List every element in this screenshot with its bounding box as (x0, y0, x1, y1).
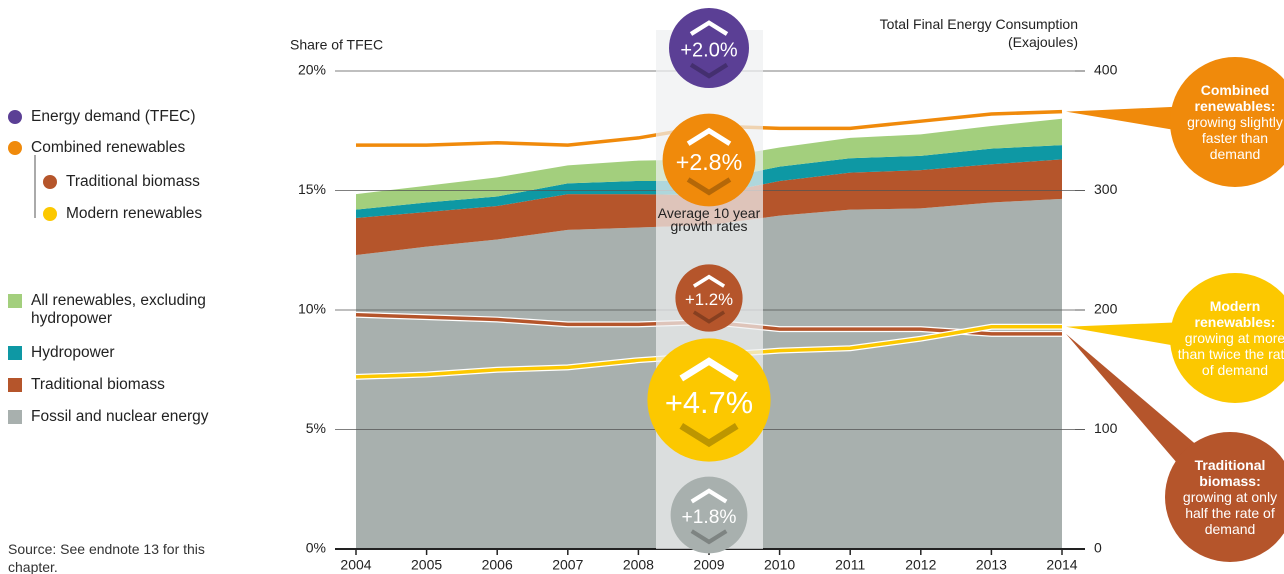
y2-tick-label: 300 (1094, 181, 1118, 197)
legend-swatch (8, 141, 22, 155)
legend-item: Hydropower (8, 344, 238, 362)
annotation-title: Traditional biomass: (1194, 457, 1266, 489)
legend-item: Traditional biomass (8, 376, 238, 394)
annotation: Combined renewables: growing slightly fas… (1170, 57, 1284, 187)
up-chevron (690, 488, 728, 504)
x-tick-label: 2006 (482, 557, 513, 573)
x-tick-label: 2009 (693, 557, 724, 573)
x-tick-label: 2011 (835, 557, 865, 573)
x-tick-label: 2013 (976, 557, 1007, 573)
legend-item: Traditional biomass (43, 173, 200, 191)
y-tick-label: 10% (298, 301, 326, 317)
growth-bubble (669, 8, 749, 88)
legend-item: Combined renewables (8, 139, 185, 157)
y-tick-label: 15% (298, 181, 326, 197)
annotation-text: growing at only half the rate of demand (1182, 489, 1278, 537)
annotation-title: Combined renewables: (1194, 82, 1276, 114)
y2-tick-label: 0 (1094, 540, 1102, 556)
growth-bubble (647, 338, 771, 462)
down-chevron (692, 310, 726, 324)
up-chevron (679, 357, 739, 382)
legend-swatch (43, 175, 57, 189)
growth-label: +1.8% (682, 507, 737, 528)
down-chevron (679, 422, 739, 448)
x-tick-label: 2010 (764, 557, 795, 573)
legend-label: Combined renewables (31, 139, 186, 156)
legend-item: Energy demand (TFEC) (8, 108, 196, 126)
annotation-text: growing at more than twice the rate of d… (1177, 330, 1284, 378)
legend-item: Fossil and nuclear energy (8, 408, 238, 426)
legend-label: Hydropower (31, 344, 115, 361)
down-chevron (686, 177, 732, 196)
legend-label: Fossil and nuclear energy (31, 408, 209, 425)
growth-label: +2.8% (676, 149, 742, 175)
x-tick-label: 2008 (623, 557, 654, 573)
x-tick-label: 2005 (411, 557, 442, 573)
y2-axis-label: Total Final Energy Consumption (Exajoule… (879, 16, 1078, 50)
growth-label: +2.0% (680, 39, 737, 61)
x-tick-label: 2007 (552, 557, 583, 573)
legend-label: Modern renewables (66, 205, 203, 222)
y2-tick-label: 100 (1094, 420, 1118, 436)
growth-label: +1.2% (685, 290, 733, 309)
y2-tick-label: 200 (1094, 301, 1118, 317)
y-tick-label: 0% (306, 540, 326, 556)
legend-label: All renewables, excluding hydropower (31, 292, 206, 327)
legend-label: Traditional biomass (31, 376, 165, 393)
legend-swatch (8, 410, 22, 424)
y-axis-label: Share of TFEC (290, 37, 383, 53)
y2-tick-label: 400 (1094, 62, 1118, 78)
up-chevron (692, 274, 726, 288)
up-chevron (686, 127, 732, 146)
growth-caption: Average 10 year growth rates (657, 205, 761, 234)
legend-label: Traditional biomass (66, 173, 200, 190)
annotation-text: growing slightly faster than demand (1187, 114, 1283, 162)
y-tick-label: 5% (306, 420, 326, 436)
growth-bubble (675, 264, 743, 332)
annotation-title: Modern renewables: (1194, 298, 1276, 330)
annotation: Modern renewables: growing at more than t… (1170, 273, 1284, 403)
down-chevron (689, 62, 729, 79)
growth-label: +4.7% (665, 385, 753, 420)
x-tick-label: 2014 (1046, 557, 1077, 573)
up-chevron (689, 20, 729, 36)
legend-label: Energy demand (TFEC) (31, 108, 196, 125)
legend-item: Modern renewables (43, 205, 202, 223)
x-tick-label: 2004 (340, 557, 371, 573)
legend-swatch (8, 294, 22, 308)
legend-item: All renewables, excluding hydropower (8, 292, 238, 328)
annotation: Traditional biomass: growing at only half… (1165, 432, 1284, 562)
y-tick-label: 20% (298, 62, 326, 78)
source-note: Source: See endnote 13 for this chapter. (8, 541, 205, 574)
legend-swatch (8, 110, 22, 124)
legend-swatch (43, 207, 57, 221)
legend-swatch (8, 346, 22, 360)
growth-bubble (670, 476, 748, 554)
legend-swatch (8, 378, 22, 392)
down-chevron (690, 529, 728, 545)
growth-bubble (662, 113, 756, 207)
x-tick-label: 2012 (905, 557, 936, 573)
